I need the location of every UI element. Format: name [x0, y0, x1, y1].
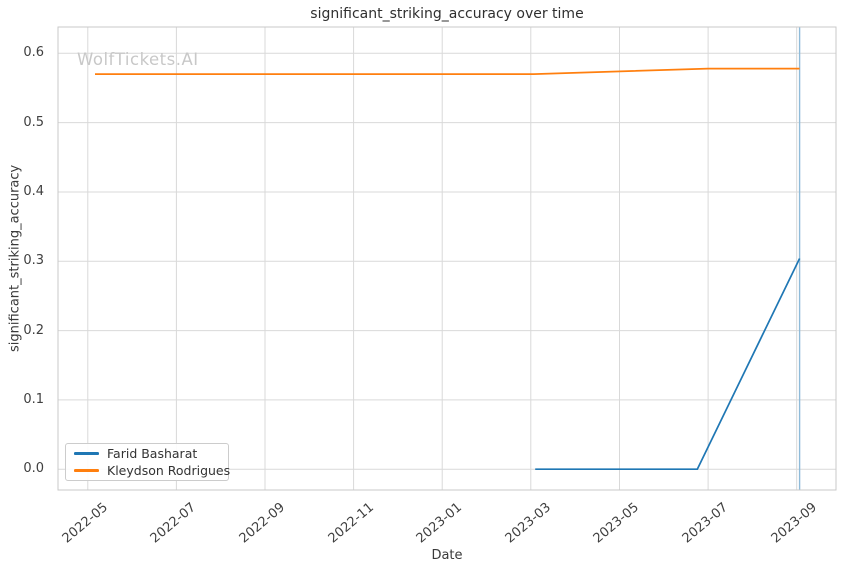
series-line-farid-basharat	[535, 258, 801, 471]
legend-item: Kleydson Rodrigues	[74, 463, 230, 478]
x-axis-label: Date	[431, 548, 463, 563]
series-line-kleydson-rodrigues	[95, 67, 800, 75]
legend-line-swatch	[74, 452, 99, 455]
y-tick-label: 0.5	[23, 115, 44, 130]
y-tick-label: 0.2	[23, 323, 44, 338]
y-tick-label: 0.6	[23, 45, 44, 60]
watermark: WolfTickets.AI	[77, 50, 199, 69]
plot-border	[57, 26, 837, 491]
legend-item: Farid Basharat	[74, 446, 220, 461]
legend-label: Farid Basharat	[107, 446, 198, 461]
legend-label: Kleydson Rodrigues	[107, 463, 231, 478]
y-tick-label: 0.3	[23, 253, 44, 268]
y-tick-label: 0.1	[23, 392, 44, 407]
legend: Farid Basharat Kleydson Rodrigues	[65, 443, 230, 481]
y-tick-label: 0.0	[23, 461, 44, 476]
y-tick-label: 0.4	[23, 184, 44, 199]
chart-title: significant_striking_accuracy over time	[310, 6, 584, 22]
legend-line-swatch	[74, 469, 99, 472]
